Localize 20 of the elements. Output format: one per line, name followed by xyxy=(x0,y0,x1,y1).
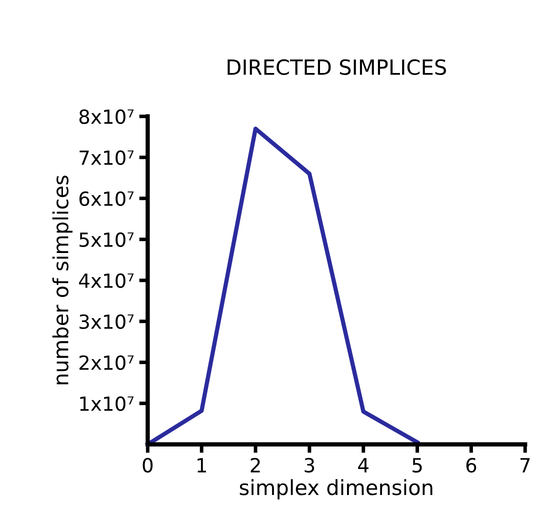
x-axis-title: simplex dimension xyxy=(240,479,432,500)
y-tick-label: 7x10⁷ xyxy=(80,150,134,166)
x-tick-label: 3 xyxy=(304,458,314,473)
x-tick-label: 7 xyxy=(520,458,530,472)
x-tick-label: 1 xyxy=(198,458,206,472)
x-tick-label: 2 xyxy=(250,458,260,472)
y-tick-label: 8x10⁷ xyxy=(79,109,134,124)
x-tick-label: 0 xyxy=(142,458,153,473)
y-tick-label: 4x10⁷ xyxy=(79,273,134,288)
y-tick-label: 3x10⁷ xyxy=(80,314,134,330)
y-tick-label: 5x10⁷ xyxy=(80,232,134,248)
y-tick-label: 2x10⁷ xyxy=(80,355,134,370)
line-series xyxy=(146,126,420,446)
x-tick-label: 5 xyxy=(412,458,422,473)
y-tick-label: 6x10⁷ xyxy=(79,191,134,206)
y-tick-label: 1x10⁷ xyxy=(80,396,134,412)
x-tick-label: 6 xyxy=(466,458,476,473)
chart-title: DIRECTED SIMPLICES xyxy=(228,59,446,76)
y-axis-title: number of simplices xyxy=(52,176,73,384)
x-tick-label: 4 xyxy=(358,458,368,472)
